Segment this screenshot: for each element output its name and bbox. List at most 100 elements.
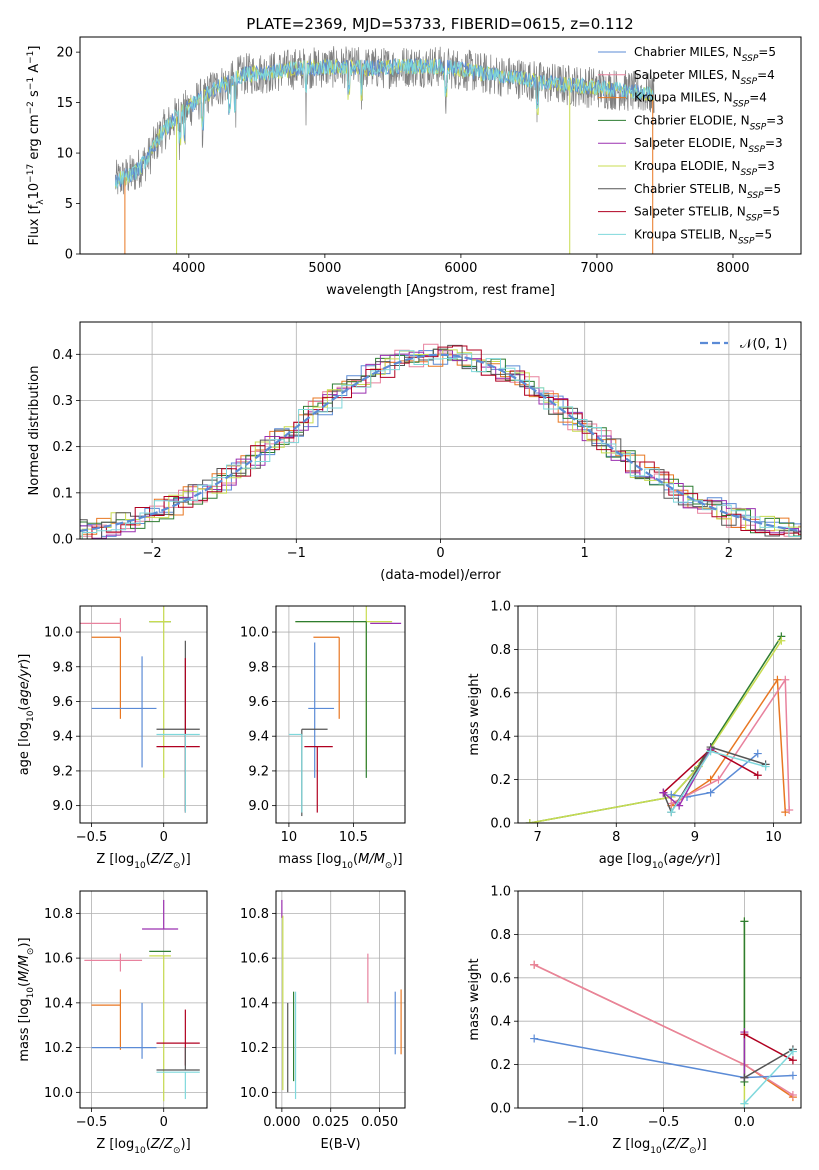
errorbar-chabrier_miles xyxy=(91,1002,157,1059)
plot-area xyxy=(525,632,794,823)
x-axis-label: E(B-V) xyxy=(320,1137,360,1152)
y-tick-label: 0.4 xyxy=(490,730,511,745)
legend-label-salpeter_elodie: Salpeter ELODIE, NSSP=3 xyxy=(634,136,783,155)
weight-marker-salpeter_elodie xyxy=(659,788,668,797)
errorbar-salpeter_elodie xyxy=(142,899,179,930)
weight-line-salpeter_stelib xyxy=(744,1033,794,1061)
y-tick-label: 20 xyxy=(56,46,73,61)
errorbar-salpeter_stelib xyxy=(304,746,333,813)
legend-label-kroupa_miles: Kroupa MILES, NSSP=4 xyxy=(634,91,767,110)
y-tick-label: 10.6 xyxy=(44,952,73,967)
weight-marker-salpeter_elodie xyxy=(675,801,684,810)
y-tick-label: 10.0 xyxy=(44,1086,73,1101)
y-tick-label: 1.0 xyxy=(490,600,511,615)
weight-line-chabrier_stelib xyxy=(744,1048,794,1079)
y-tick-label: 9.4 xyxy=(248,730,269,745)
legend-label-chabrier_stelib: Chabrier STELIB, NSSP=5 xyxy=(634,182,781,201)
y-tick-label: 10.0 xyxy=(240,626,269,641)
weight-marker-salpeter_miles xyxy=(788,1090,797,1099)
errorbar-salpeter_miles xyxy=(80,618,122,633)
y-tick-label: 0.6 xyxy=(490,686,511,701)
y-axis-label: mass weight xyxy=(467,958,482,1040)
y-tick-label: 0.0 xyxy=(490,817,511,832)
x-tick-label: −2 xyxy=(143,546,162,561)
legend-label-chabrier_miles: Chabrier MILES, NSSP=5 xyxy=(634,45,776,64)
x-tick-label: 10.5 xyxy=(339,830,368,845)
weight-marker-kroupa_elodie xyxy=(777,636,786,645)
x-tick-label: −0.5 xyxy=(76,830,108,845)
weight-line-salpeter_miles xyxy=(670,677,790,811)
y-tick-label: 10.4 xyxy=(44,996,73,1011)
y-tick-label: 9.8 xyxy=(52,660,73,675)
weight-marker-salpeter_miles xyxy=(714,775,723,784)
errorbar-chabrier_elodie xyxy=(295,621,367,778)
errorbar-kroupa_miles xyxy=(313,636,340,719)
legend-label-gauss: 𝒩(0, 1) xyxy=(740,337,787,352)
weight-marker-salpeter_miles xyxy=(667,799,676,808)
y-tick-label: 0.8 xyxy=(490,643,511,658)
panel-spectrum: 4000 5000 6000 7000 8000 0 5 10 15 20 wavelength [… xyxy=(26,36,802,298)
y-tick-label: 0.8 xyxy=(490,928,511,943)
errorbar-chabrier_miles xyxy=(91,656,157,768)
weight-marker-kroupa_elodie xyxy=(525,819,534,823)
x-tick-label: 7000 xyxy=(580,261,613,276)
y-axis-label: age [log10(age/yr)] xyxy=(17,654,36,776)
errorbar-kroupa_miles xyxy=(91,989,122,1050)
y-tick-label: 0.0 xyxy=(52,533,73,548)
y-tick-label: 9.8 xyxy=(248,660,269,675)
axes-frame xyxy=(79,605,208,824)
x-tick-label: 0 xyxy=(436,546,444,561)
weight-marker-kroupa_miles xyxy=(781,808,790,817)
y-axis-label: mass weight xyxy=(467,673,482,755)
legend-label-salpeter_miles: Salpeter MILES, NSSP=4 xyxy=(634,68,775,87)
y-tick-label: 10.8 xyxy=(44,907,73,922)
y-tick-label: 10.8 xyxy=(240,907,269,922)
plot-area xyxy=(80,343,801,539)
x-axis-label: (data-model)/error xyxy=(380,568,501,583)
x-axis-label: mass [log10(M/M⊙)] xyxy=(278,852,402,871)
weight-marker-salpeter_miles xyxy=(781,675,790,684)
weight-line-kroupa_stelib xyxy=(743,1051,794,1105)
plot-area xyxy=(115,46,655,254)
model-line-chabrier_miles xyxy=(115,57,655,188)
hist-chabrier_stelib xyxy=(80,344,801,539)
x-tick-label: 9 xyxy=(691,830,699,845)
legend-label-kroupa_stelib: Kroupa STELIB, NSSP=5 xyxy=(634,227,772,246)
weight-marker-salpeter_miles xyxy=(785,805,794,814)
x-tick-label: 0.050 xyxy=(361,1115,398,1130)
panel-weight_vs_Z: −1.0 −0.5 0.0 0.0 0.2 0.4 0.6 0.8 1.0 Z [log10(Z/… xyxy=(467,885,802,1156)
x-tick-label: 2 xyxy=(725,546,733,561)
weight-marker-chabrier_elodie xyxy=(740,917,749,926)
x-tick-label: 7 xyxy=(534,830,542,845)
x-axis-label: age [log10(age/yr)] xyxy=(599,852,721,871)
panel-weight_vs_age: 7 8 9 10 0.0 0.2 0.4 0.6 0.8 1.0 age [log10(age/yr… xyxy=(467,600,802,871)
axes-frame xyxy=(79,321,802,540)
y-tick-label: 0.4 xyxy=(490,1015,511,1030)
axes-frame xyxy=(275,890,406,1109)
weight-marker-chabrier_miles xyxy=(706,788,715,797)
y-tick-label: 9.6 xyxy=(52,695,73,710)
y-tick-label: 9.6 xyxy=(248,695,269,710)
legend-label-salpeter_stelib: Salpeter STELIB, NSSP=5 xyxy=(634,205,780,224)
y-tick-label: 0.3 xyxy=(52,394,73,409)
axes-frame xyxy=(79,36,802,255)
panel-residuals: −2 −1 0 1 2 0.0 0.1 0.2 0.3 0.4 (data-model)/error… xyxy=(27,321,802,583)
weight-marker-salpeter_miles xyxy=(530,960,539,969)
y-tick-label: 10.6 xyxy=(240,952,269,967)
axes-frame xyxy=(517,605,802,824)
y-tick-label: 9.2 xyxy=(52,764,73,779)
weight-marker-kroupa_stelib xyxy=(740,1099,749,1108)
x-axis-label: Z [log10(Z/Z⊙)] xyxy=(96,1137,190,1156)
weight-marker-chabrier_miles xyxy=(667,790,676,799)
x-tick-label: 8 xyxy=(612,830,620,845)
weight-marker-salpeter_stelib xyxy=(740,1030,749,1039)
x-tick-label: 6000 xyxy=(444,261,477,276)
x-tick-label: −0.5 xyxy=(76,1115,108,1130)
y-tick-label: 10.2 xyxy=(240,1041,269,1056)
errorbar-kroupa_elodie xyxy=(295,606,393,770)
x-tick-label: −1 xyxy=(287,546,306,561)
plot-area xyxy=(281,899,402,1100)
figure-title: PLATE=2369, MJD=53733, FIBERID=0615, z=0… xyxy=(246,15,633,33)
errorbar-chabrier_stelib xyxy=(156,1047,200,1071)
